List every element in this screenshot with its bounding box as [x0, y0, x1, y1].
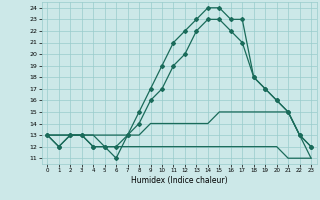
X-axis label: Humidex (Indice chaleur): Humidex (Indice chaleur)	[131, 176, 228, 185]
